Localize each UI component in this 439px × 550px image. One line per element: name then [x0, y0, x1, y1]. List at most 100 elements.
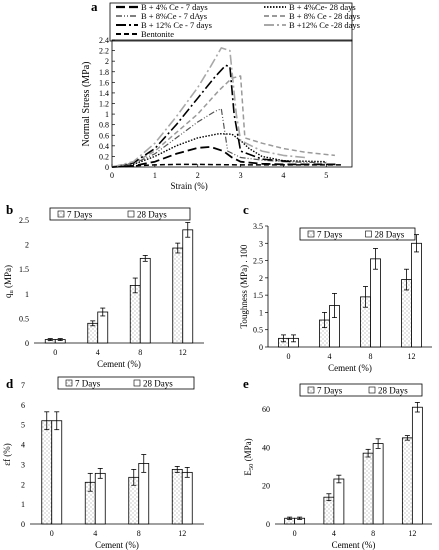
plot-frame	[111, 39, 353, 168]
bar	[97, 311, 109, 344]
bar	[333, 478, 345, 525]
legend-swatch	[127, 210, 135, 218]
y-tick-label: 0	[259, 343, 263, 352]
x-axis-title: Strain (%)	[171, 181, 208, 191]
y-tick-label: 2.5	[253, 257, 263, 266]
legend: 7 Days 28 Days	[57, 376, 195, 390]
legend-label: 7 Days	[75, 379, 101, 389]
y-tick-label: 2.2	[99, 47, 109, 56]
y-tick-label: 1	[259, 308, 263, 317]
legend-swatch	[57, 210, 65, 218]
y-axis-title: Normal Stress (MPa)	[81, 62, 92, 147]
panel-label: d	[6, 376, 14, 391]
bar	[41, 420, 53, 525]
x-tick-label: 8	[137, 529, 141, 538]
legend-label: 28 Days	[375, 230, 405, 240]
legend-label: B + 4% Ce - 7 days	[141, 2, 208, 12]
bar	[401, 437, 413, 525]
legend-frame	[49, 207, 191, 221]
panel-c-bar-chart: c 7 Days 28 Days 0 0.5 1 1.5 2 2.5 3 3.5 Toughness …	[239, 202, 432, 373]
series-line	[111, 108, 327, 168]
x-tick-label: 4	[332, 529, 336, 538]
y-tick-label: 0	[21, 520, 25, 529]
y-tick-label: 1.5	[19, 265, 29, 274]
legend: 7 Days 28 Days	[49, 207, 191, 221]
panel-label: b	[6, 202, 13, 217]
legend-label: B +12% Ce -28 days	[289, 20, 360, 30]
legend-frame	[299, 383, 423, 397]
y-tick-label: 2.5	[19, 216, 29, 225]
x-tick-label: 4	[96, 348, 100, 357]
y-tick-label: 3	[259, 239, 263, 248]
x-axis-title: Cement (%)	[332, 540, 376, 550]
legend-swatch	[133, 379, 141, 387]
panel-label: a	[91, 0, 98, 14]
y-tick-label: 40	[262, 443, 270, 452]
legend-label: 7 Days	[67, 210, 93, 220]
legend-label: B + 8%Ce - 7 dAys	[141, 11, 207, 21]
bar	[181, 471, 193, 525]
legend-label: B + 8% Ce - 28 days	[289, 11, 360, 21]
legend-label: B + 12% Ce - 7 days	[141, 20, 212, 30]
x-tick-label: 12	[408, 529, 416, 538]
y-tick-label: 60	[262, 405, 270, 414]
x-tick-label: 0	[53, 348, 57, 357]
x-tick-label: 5	[324, 171, 328, 180]
x-tick-label: 4	[281, 171, 285, 180]
y-tick-label: 0	[105, 163, 109, 172]
x-tick-label: 8	[371, 529, 375, 538]
x-tick-label: 8	[138, 348, 142, 357]
x-tick-label: 1	[153, 171, 157, 180]
x-tick-label: 12	[178, 529, 186, 538]
bar	[94, 472, 106, 525]
series-line	[111, 64, 293, 168]
bar	[362, 452, 374, 525]
series-line	[111, 75, 335, 168]
y-tick-label: 1.5	[253, 291, 263, 300]
y-tick-label: 1.4	[99, 89, 109, 98]
legend-swatch	[307, 230, 315, 238]
legend-frame	[109, 2, 353, 42]
y-tick-label: 3.5	[253, 222, 263, 231]
y-tick-label: 2.4	[99, 36, 109, 45]
x-tick-label: 0	[50, 529, 54, 538]
y-tick-label: 5	[21, 421, 25, 430]
x-axis-title: Cement (%)	[95, 540, 139, 550]
legend: 7 Days 28 Days	[299, 227, 416, 241]
bar	[139, 257, 151, 344]
legend-frame	[57, 376, 195, 390]
x-tick-label: 12	[408, 352, 416, 361]
x-tick-label: 2	[196, 171, 200, 180]
bar	[129, 285, 141, 344]
y-tick-label: 2	[105, 57, 109, 66]
panel-e-bar-chart: e 7 Days 28 Days 0 20 40 60 E50 (MPa) 0 4 8 12 Cemen…	[243, 376, 432, 550]
y-tick-label: 0	[25, 339, 29, 348]
legend: 7 Days 28 Days	[299, 383, 423, 397]
legend-label: B + 4%Ce- 28 days	[289, 2, 356, 12]
y-axis-title: εf (%)	[2, 443, 12, 466]
y-tick-label: 2	[25, 241, 29, 250]
y-axis-title: Toughness (MPa) . 100	[239, 244, 249, 328]
y-tick-label: 3	[21, 460, 25, 469]
y-tick-label: 0.2	[99, 152, 109, 161]
x-tick-label: 0	[293, 529, 297, 538]
legend-label: 28 Days	[378, 386, 408, 396]
y-tick-label: 1	[105, 110, 109, 119]
y-tick-label: 0.4	[99, 142, 109, 151]
y-tick-label: 1	[21, 500, 25, 509]
y-tick-label: 0	[266, 520, 270, 529]
legend-label: 28 Days	[137, 210, 167, 220]
series-line	[111, 163, 344, 168]
bar	[372, 443, 384, 525]
x-tick-label: 0	[110, 171, 114, 180]
bar	[411, 406, 423, 525]
panel-b-bar-chart: b 7 Days 28 Days 0 0.5 1 1.5 2 2.5 qu (MPa) 0 4 8 12 C…	[3, 202, 204, 369]
x-tick-label: 3	[239, 171, 243, 180]
y-tick-label: 7	[21, 381, 25, 390]
x-tick-label: 0	[287, 352, 291, 361]
bar	[370, 258, 381, 348]
y-tick-label: 1.8	[99, 68, 109, 77]
